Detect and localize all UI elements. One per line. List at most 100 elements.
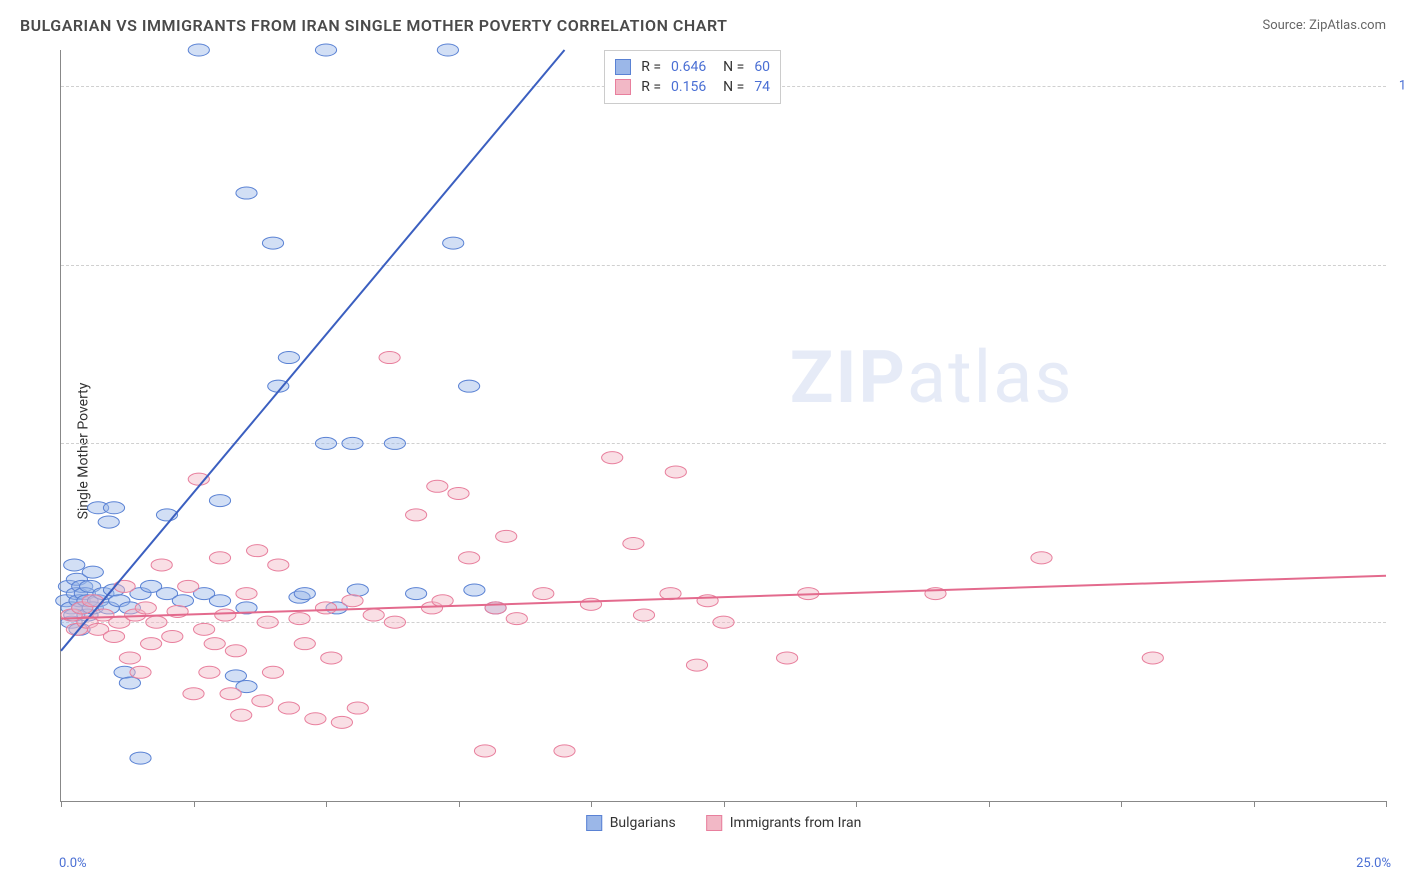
scatter-point xyxy=(225,645,246,657)
chart-container: Single Mother Poverty ZIPatlas R =0.646 … xyxy=(50,50,1386,852)
scatter-point xyxy=(315,44,336,56)
chart-title: BULGARIAN VS IMMIGRANTS FROM IRAN SINGLE… xyxy=(20,16,727,35)
scatter-point xyxy=(220,688,241,700)
scatter-point xyxy=(432,595,453,607)
legend-item: Immigrants from Iran xyxy=(706,815,862,831)
scatter-point xyxy=(135,602,156,614)
x-tick xyxy=(61,801,62,807)
scatter-point xyxy=(289,613,310,625)
scatter-point xyxy=(459,552,480,564)
scatter-point xyxy=(257,616,278,628)
scatter-point xyxy=(379,352,400,364)
scatter-point xyxy=(98,516,119,528)
scatter-point xyxy=(188,473,209,485)
stats-n-value: 60 xyxy=(754,59,770,75)
y-tick-label: 75.0% xyxy=(1391,257,1406,272)
y-tick-label: 25.0% xyxy=(1391,615,1406,630)
scatter-point xyxy=(1142,652,1163,664)
trend-line xyxy=(61,576,1386,619)
stats-r-value: 0.646 xyxy=(671,59,706,75)
scatter-point xyxy=(64,559,85,571)
legend: Bulgarians Immigrants from Iran xyxy=(586,815,862,831)
scatter-point xyxy=(247,545,268,557)
x-tick xyxy=(856,801,857,807)
scatter-point xyxy=(342,437,363,449)
scatter-point xyxy=(252,695,273,707)
stats-row: R =0.156 N =74 xyxy=(615,77,770,97)
x-tick xyxy=(194,801,195,807)
scatter-point xyxy=(146,616,167,628)
scatter-point xyxy=(209,552,230,564)
legend-swatch xyxy=(586,815,602,831)
scatter-point xyxy=(183,688,204,700)
scatter-point xyxy=(294,588,315,600)
stats-n-label: N = xyxy=(716,79,744,95)
scatter-point xyxy=(315,602,336,614)
scatter-point xyxy=(209,495,230,507)
scatter-point xyxy=(178,580,199,592)
scatter-point xyxy=(119,677,140,689)
legend-item: Bulgarians xyxy=(586,815,676,831)
scatter-point xyxy=(686,659,707,671)
scatter-point xyxy=(347,702,368,714)
scatter-point xyxy=(315,437,336,449)
x-tick xyxy=(989,801,990,807)
source-label: Source: ZipAtlas.com xyxy=(1262,18,1386,33)
scatter-point xyxy=(188,44,209,56)
scatter-point xyxy=(236,588,257,600)
scatter-point xyxy=(777,652,798,664)
scatter-point xyxy=(130,752,151,764)
scatter-point xyxy=(427,480,448,492)
scatter-point xyxy=(623,538,644,550)
legend-label: Immigrants from Iran xyxy=(730,815,862,831)
scatter-point xyxy=(294,638,315,650)
scatter-point xyxy=(602,452,623,464)
scatter-point xyxy=(464,584,485,596)
x-tick xyxy=(724,801,725,807)
scatter-point xyxy=(194,623,215,635)
header: BULGARIAN VS IMMIGRANTS FROM IRAN SINGLE… xyxy=(0,0,1406,45)
scatter-point xyxy=(533,588,554,600)
scatter-point xyxy=(119,652,140,664)
scatter-point xyxy=(347,584,368,596)
scatter-point xyxy=(209,595,230,607)
scatter-point xyxy=(506,613,527,625)
stats-swatch xyxy=(615,59,631,75)
plot-area: ZIPatlas R =0.646 N =60R =0.156 N =74 0.… xyxy=(60,50,1386,802)
stats-r-label: R = xyxy=(641,79,661,95)
scatter-point xyxy=(225,670,246,682)
scatter-point xyxy=(262,237,283,249)
scatter-point xyxy=(130,666,151,678)
stats-legend-box: R =0.646 N =60R =0.156 N =74 xyxy=(604,50,781,104)
stats-r-value: 0.156 xyxy=(671,79,706,95)
scatter-point xyxy=(236,187,257,199)
legend-swatch xyxy=(706,815,722,831)
legend-label: Bulgarians xyxy=(610,815,676,831)
x-axis-max-label: 25.0% xyxy=(1356,856,1391,871)
scatter-point xyxy=(103,630,124,642)
scatter-point xyxy=(363,609,384,621)
scatter-point xyxy=(231,709,252,721)
scatter-point xyxy=(496,530,517,542)
scatter-point xyxy=(448,487,469,499)
scatter-point xyxy=(665,466,686,478)
stats-n-label: N = xyxy=(716,59,744,75)
scatter-point xyxy=(82,566,103,578)
scatter-point xyxy=(278,352,299,364)
scatter-point xyxy=(204,638,225,650)
y-tick-label: 50.0% xyxy=(1391,436,1406,451)
scatter-point xyxy=(342,595,363,607)
scatter-point xyxy=(1031,552,1052,564)
scatter-point xyxy=(554,745,575,757)
scatter-point xyxy=(262,666,283,678)
scatter-point xyxy=(141,638,162,650)
scatter-point xyxy=(172,595,193,607)
x-tick xyxy=(1121,801,1122,807)
scatter-point xyxy=(580,598,601,610)
scatter-point xyxy=(199,666,220,678)
x-tick xyxy=(1254,801,1255,807)
scatter-point xyxy=(459,380,480,392)
scatter-point xyxy=(162,630,183,642)
x-tick xyxy=(591,801,592,807)
scatter-point xyxy=(633,609,654,621)
